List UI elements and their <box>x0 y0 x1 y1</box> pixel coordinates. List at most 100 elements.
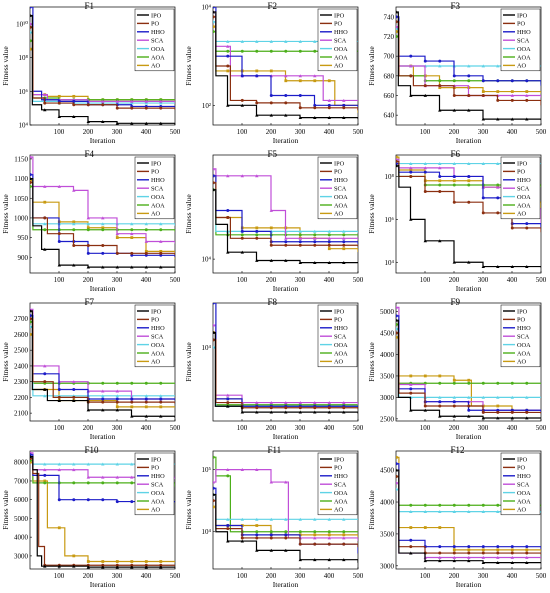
y-axis-label: Fitness value <box>367 490 376 530</box>
series-marker <box>130 228 134 232</box>
series-marker <box>159 239 163 243</box>
x-tick-label: 300 <box>478 276 489 284</box>
series-marker <box>213 20 215 24</box>
series-marker <box>101 400 105 404</box>
legend-label-sca: SCA <box>151 186 164 193</box>
legend-label-hho: HHO <box>334 473 348 480</box>
series-marker <box>144 121 148 125</box>
series-line-ipo <box>213 331 358 414</box>
series-marker <box>101 397 105 401</box>
series-marker <box>240 468 244 472</box>
series-marker <box>327 240 331 244</box>
series-marker <box>86 226 90 230</box>
legend-label-po: PO <box>517 317 526 324</box>
series-marker <box>130 232 134 236</box>
series-marker <box>101 251 105 255</box>
series-marker <box>159 565 163 569</box>
series-marker <box>327 400 331 404</box>
legend-label-ao: AO <box>517 507 527 514</box>
series-marker <box>269 517 273 521</box>
series-marker <box>86 120 90 124</box>
series-marker <box>452 548 456 552</box>
series-marker <box>30 314 32 318</box>
y-tick-label: 4000 <box>380 499 395 507</box>
legend-label-ooa: OOA <box>334 490 348 497</box>
series-marker <box>423 170 427 174</box>
series-marker <box>496 183 500 187</box>
series-marker <box>496 185 500 189</box>
series-marker <box>101 408 105 412</box>
series-marker <box>298 229 302 233</box>
series-marker <box>255 536 259 540</box>
series-marker <box>115 405 119 409</box>
series-marker <box>510 561 514 565</box>
series-marker <box>86 103 90 107</box>
series-marker <box>255 49 259 53</box>
series-marker <box>226 517 230 521</box>
x-tick-label: 300 <box>295 128 306 136</box>
series-marker <box>72 462 76 466</box>
series-marker <box>86 565 90 569</box>
series-marker <box>226 174 230 178</box>
series-marker <box>423 239 427 243</box>
y-tick-label: 680 <box>384 72 395 80</box>
series-marker <box>298 400 302 404</box>
chart-panel-f7: F7 100 200 300 400 500 Iteration Fitness value 2… <box>0 296 183 444</box>
series-marker <box>144 239 148 243</box>
series-marker <box>130 236 134 239</box>
series-marker <box>101 399 105 402</box>
series-marker <box>115 265 119 269</box>
series-marker <box>240 174 244 178</box>
legend-label-aoa: AOA <box>334 54 348 61</box>
legend-label-po: PO <box>151 169 160 176</box>
series-marker <box>496 545 500 549</box>
series-marker <box>298 517 302 521</box>
series-marker <box>130 565 134 569</box>
series-marker <box>86 222 90 226</box>
series-marker <box>130 251 134 255</box>
chart-title: F4 <box>85 149 95 159</box>
series-marker <box>115 251 119 255</box>
series-marker <box>57 526 61 530</box>
y-tick-label: 10⁸ <box>385 173 395 181</box>
legend-label-hho: HHO <box>151 29 165 36</box>
series-marker <box>130 98 134 102</box>
legend-label-ooa: OOA <box>334 342 348 349</box>
series-marker <box>510 548 514 552</box>
series-marker <box>255 236 259 240</box>
series-marker <box>438 509 442 513</box>
series-marker <box>269 39 273 43</box>
y-tick-label: 3500 <box>380 372 395 380</box>
y-tick-label: 10⁶ <box>19 88 29 96</box>
x-tick-label: 300 <box>112 276 123 284</box>
chart-panel-f2: F2 100 200 300 400 500 Iteration Fitness value 1… <box>183 0 366 148</box>
series-marker <box>452 545 456 549</box>
series-marker <box>213 303 215 305</box>
x-tick-label: 400 <box>141 572 152 580</box>
legend-label-hho: HHO <box>334 325 348 332</box>
series-marker <box>240 236 244 240</box>
series-marker <box>284 113 288 117</box>
series-marker <box>342 106 346 110</box>
series-marker <box>423 374 427 378</box>
series-marker <box>284 39 288 43</box>
legend-label-po: PO <box>517 21 526 28</box>
legend-label-ooa: OOA <box>517 490 531 497</box>
series-marker <box>313 233 317 237</box>
series-marker <box>57 94 61 98</box>
series-marker <box>72 220 76 224</box>
series-marker <box>525 264 529 268</box>
series-marker <box>423 166 427 170</box>
series-marker <box>159 222 163 226</box>
x-tick-label: 400 <box>507 424 518 432</box>
series-marker <box>86 265 90 269</box>
series-marker <box>298 530 302 534</box>
legend-label-ao: AO <box>151 211 161 218</box>
x-tick-label: 200 <box>266 572 277 580</box>
chart-title: F3 <box>451 1 461 11</box>
series-marker <box>298 233 302 237</box>
series-marker <box>496 98 500 102</box>
x-tick-label: 400 <box>507 572 518 580</box>
legend-label-hho: HHO <box>151 473 165 480</box>
